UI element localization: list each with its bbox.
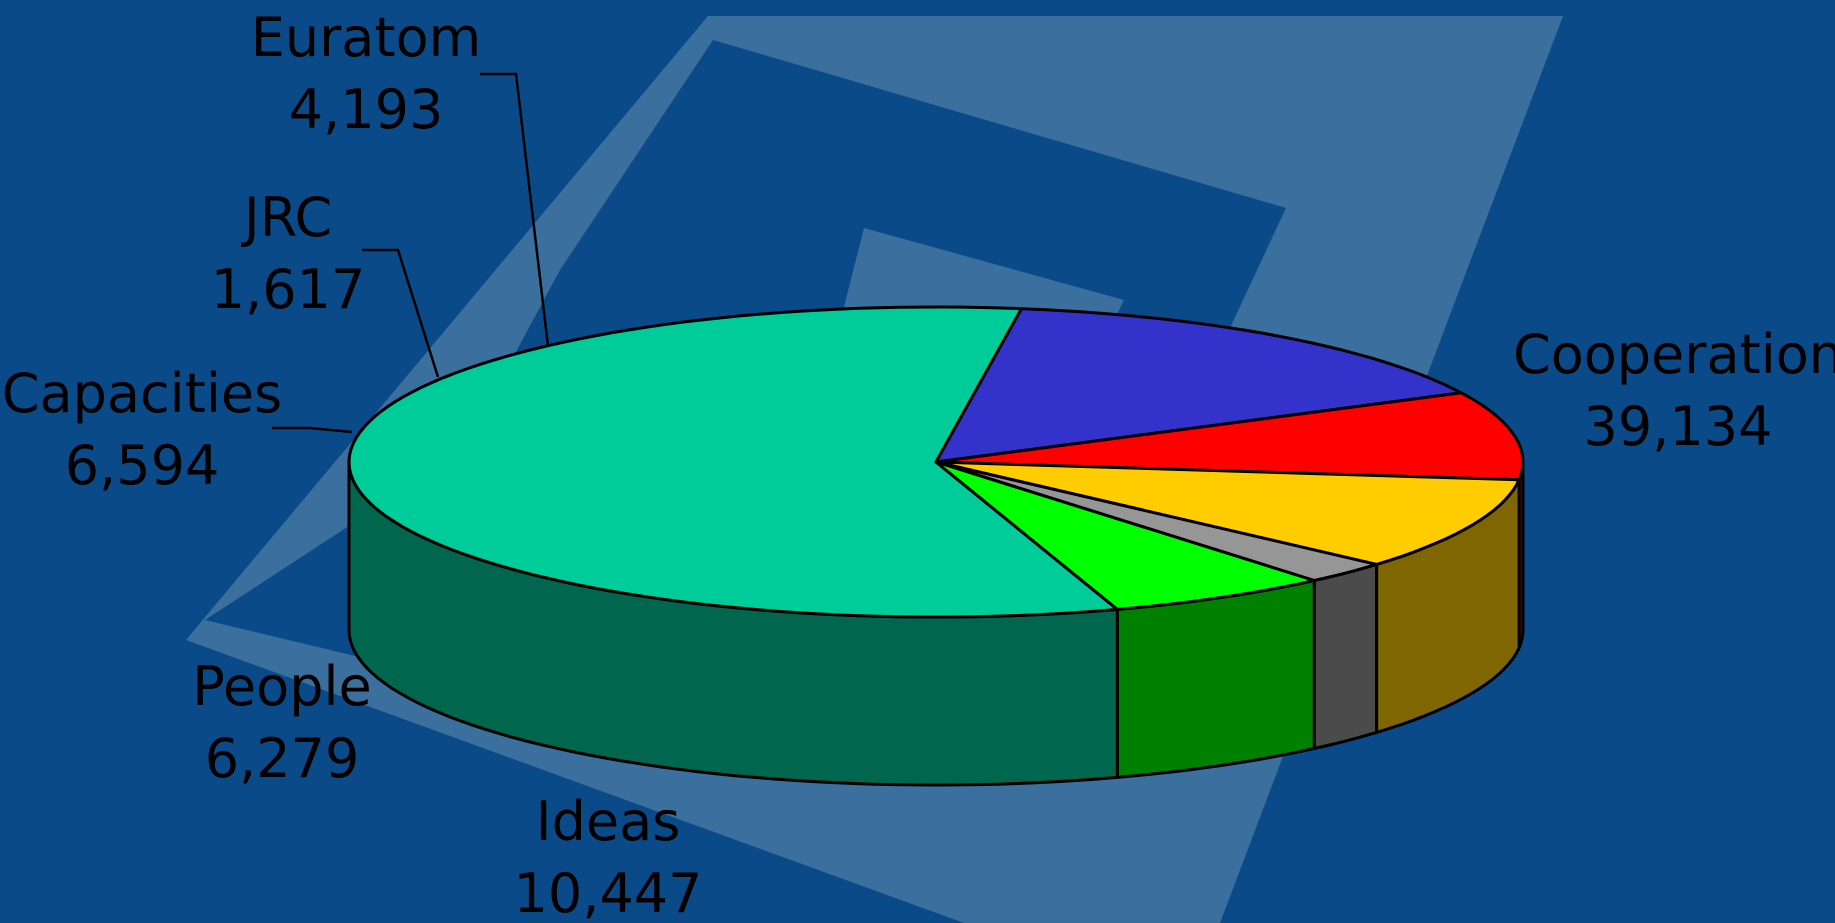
label-jrc-name: JRC xyxy=(241,186,332,249)
leader-lines xyxy=(272,72,550,434)
label-euratom-value: 4,193 xyxy=(289,78,444,141)
label-cooperation-value: 39,134 xyxy=(1584,395,1773,458)
pie-slices xyxy=(347,305,1525,787)
data-labels: Cooperation 39,134 Ideas 10,447 People 6… xyxy=(2,6,1835,923)
label-cooperation-name: Cooperation xyxy=(1513,323,1835,386)
label-ideas-name: Ideas xyxy=(536,790,681,853)
leader-line-jrc xyxy=(362,248,440,378)
leader-line-capacities xyxy=(272,426,353,434)
label-jrc-value: 1,617 xyxy=(211,258,366,321)
slice-ideas xyxy=(934,307,1463,464)
label-capacities-name: Capacities xyxy=(2,362,282,425)
slice-cooperation xyxy=(347,305,1119,619)
label-people-value: 6,279 xyxy=(205,727,360,790)
label-capacities-value: 6,594 xyxy=(65,434,220,497)
label-ideas-value: 10,447 xyxy=(514,862,703,923)
leader-line-euratom xyxy=(480,72,550,347)
slice-jrc xyxy=(934,460,1379,582)
slice-capacities xyxy=(934,460,1521,566)
side-wall-jrc xyxy=(1312,562,1379,750)
slice-people xyxy=(934,391,1525,482)
slice-euratom xyxy=(934,460,1316,611)
label-people-name: People xyxy=(192,655,371,718)
label-euratom-name: Euratom xyxy=(251,6,481,69)
side-wall-euratom xyxy=(1115,579,1316,779)
